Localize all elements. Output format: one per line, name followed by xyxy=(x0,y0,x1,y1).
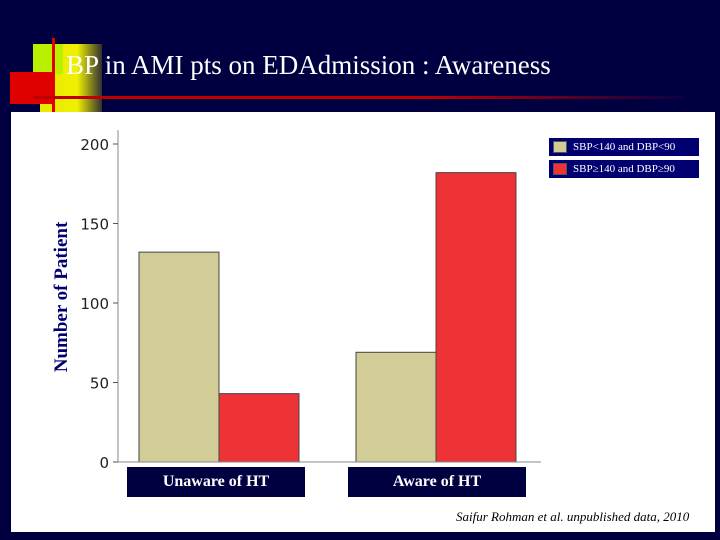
title-decoration-red xyxy=(10,72,54,104)
legend-label-2: SBP≥140 and DBP≥90 xyxy=(573,163,675,175)
legend-swatch-2 xyxy=(553,163,567,175)
legend-label-1: SBP<140 and DBP<90 xyxy=(573,141,676,153)
bar-aware-series-2 xyxy=(435,172,517,463)
title-underline xyxy=(33,96,683,99)
bar-unaware-series-2 xyxy=(218,393,300,463)
y-tick-label-150: 150 xyxy=(80,216,109,234)
chart-panel: 0 50 100 150 200 Number of Patient SBP<140 a… xyxy=(11,112,715,532)
y-tick-label-100: 100 xyxy=(80,295,109,313)
y-tick-label-50: 50 xyxy=(90,375,109,393)
source-note: Saifur Rohman et al. unpublished data, 2… xyxy=(456,509,690,524)
legend-item-1: SBP<140 and DBP<90 xyxy=(549,138,699,156)
bar-chart: 0 50 100 150 200 Number of Patient xyxy=(51,130,541,472)
category-label-aware: Aware of HT xyxy=(348,467,526,497)
y-tick-label-0: 0 xyxy=(99,454,109,472)
title-decoration-vertical-line xyxy=(52,38,55,116)
y-tick-label-200: 200 xyxy=(80,136,109,154)
bar-unaware-series-1 xyxy=(138,251,220,463)
legend-item-2: SBP≥140 and DBP≥90 xyxy=(549,160,699,178)
bar-aware-series-1 xyxy=(355,351,437,463)
y-axis-label: Number of Patient xyxy=(51,221,72,372)
category-label-unaware: Unaware of HT xyxy=(127,467,305,497)
title-decoration-green xyxy=(33,44,63,74)
page-title: BP in AMI pts on EDAdmission : Awareness xyxy=(66,50,551,80)
legend-swatch-1 xyxy=(553,141,567,153)
